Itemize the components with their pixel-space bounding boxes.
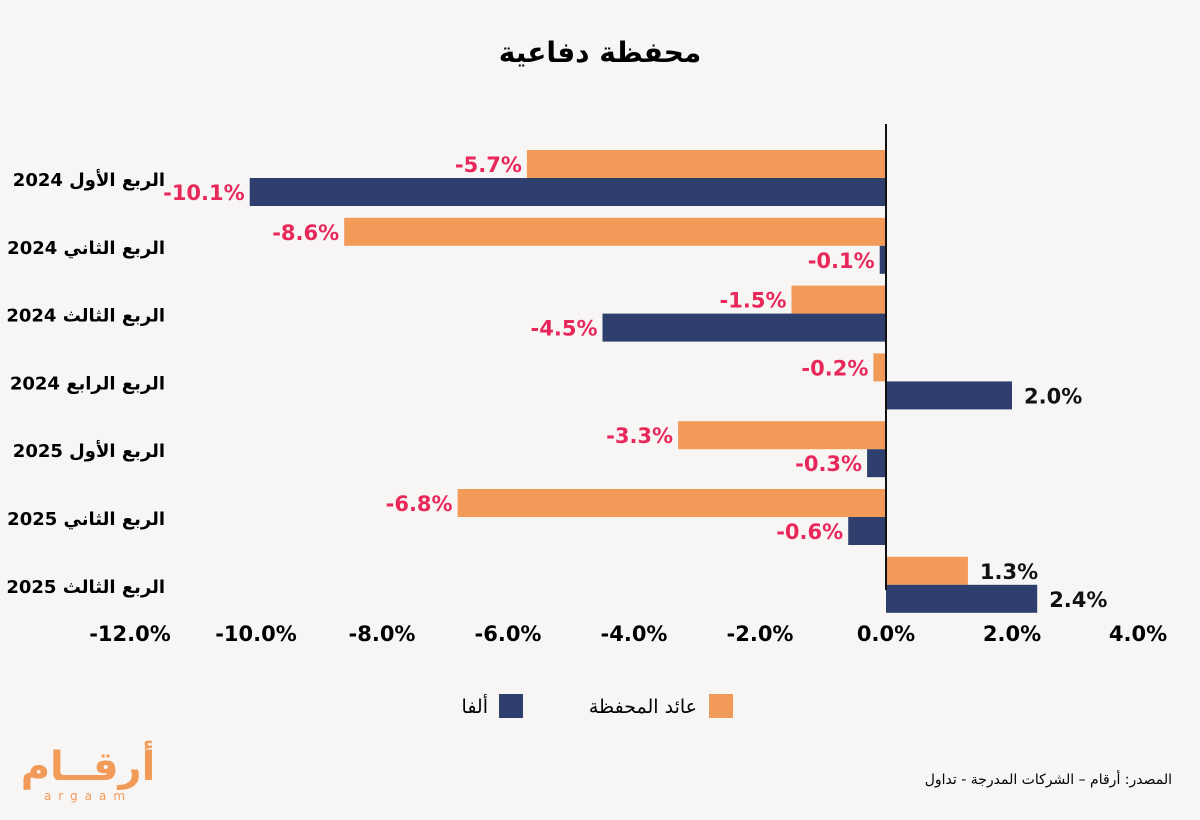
x-tick-label: 2.0% <box>983 622 1041 646</box>
bar-value-label: -5.7% <box>455 153 522 177</box>
x-tick-label: -6.0% <box>475 622 542 646</box>
bar-value-label: -6.8% <box>386 492 453 516</box>
bar-labels-layer: -5.7% -10.1% -8.6% -0.1% -1.5% -4.5% -0.2% 2.0%… <box>163 153 1107 612</box>
legend-swatch-alpha <box>499 694 523 718</box>
legend-label-alpha: ألفا <box>462 694 488 718</box>
x-tick-label: -8.0% <box>349 622 416 646</box>
legend-label-portfolio: عائد المحفظة <box>589 696 697 718</box>
bars-layer <box>249 150 1038 613</box>
bar <box>879 245 886 274</box>
bar-value-label: -0.6% <box>776 520 843 544</box>
category-label: الربع الأول 2024 <box>13 169 165 191</box>
bar <box>602 313 886 342</box>
category-label: الربع الرابع 2024 <box>10 373 165 394</box>
bar <box>678 421 886 450</box>
bar-value-label: 2.4% <box>1049 588 1107 612</box>
bar <box>886 381 1012 410</box>
bar <box>886 584 1038 613</box>
x-tick-label: -12.0% <box>89 622 171 646</box>
legend-item-portfolio: عائد المحفظة <box>589 694 733 718</box>
logo-latin-text: argaam <box>44 789 132 803</box>
category-label: الربع الثالث 2025 <box>6 577 165 598</box>
x-tick-label: -4.0% <box>601 622 668 646</box>
source-note: المصدر: أرقام – الشركات المدرجة - تداول <box>925 770 1172 788</box>
bar-value-label: -0.3% <box>795 452 862 476</box>
x-axis-ticks-layer: -12.0% -10.0% -8.0% -6.0% -4.0% -2.0% 0.0% 2.0%… <box>89 622 1167 646</box>
legend-item-alpha: ألفا <box>462 694 523 718</box>
bar <box>867 449 886 478</box>
bar-value-label: 2.0% <box>1024 384 1082 408</box>
bar <box>791 285 886 314</box>
bar-value-label: -3.3% <box>606 424 673 448</box>
logo-wordmark: أرقــام <box>21 740 156 790</box>
bar-value-label: -0.2% <box>801 356 868 380</box>
category-labels-layer: الربع الأول 2024 الربع الثاني 2024 الربع ا… <box>6 169 165 598</box>
bar <box>249 178 886 206</box>
bar-value-label: -4.5% <box>531 317 598 341</box>
x-tick-label: -2.0% <box>727 622 794 646</box>
bar <box>457 489 886 517</box>
category-label: الربع الثاني 2025 <box>7 509 165 530</box>
category-label: الربع الثاني 2024 <box>7 238 165 259</box>
bar <box>886 556 968 585</box>
category-label: الربع الثالث 2024 <box>6 306 165 327</box>
x-tick-label: -10.0% <box>215 622 297 646</box>
bar-value-label: -8.6% <box>272 221 339 245</box>
bar <box>344 217 886 246</box>
bar-value-label: -0.1% <box>808 249 875 273</box>
category-label: الربع الأول 2025 <box>13 440 165 462</box>
bar-value-label: -10.1% <box>163 181 245 205</box>
bar-value-label: -1.5% <box>720 289 787 313</box>
bar <box>526 150 886 178</box>
x-tick-label: 0.0% <box>857 622 915 646</box>
chart-title: محفظة دفاعية <box>499 36 701 69</box>
legend: عائد المحفظة ألفا <box>462 694 733 718</box>
x-tick-label: 4.0% <box>1109 622 1167 646</box>
bar <box>873 353 886 382</box>
legend-swatch-portfolio <box>709 694 733 718</box>
argaam-logo: أرقــام argaam <box>21 740 156 803</box>
bar-value-label: 1.3% <box>980 560 1038 584</box>
bar <box>848 517 886 545</box>
